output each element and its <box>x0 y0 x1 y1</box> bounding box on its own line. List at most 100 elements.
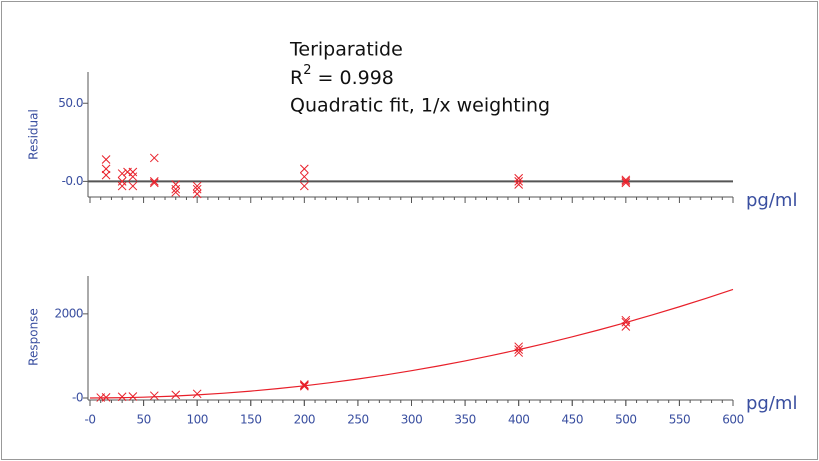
point <box>299 164 309 174</box>
point-stroke <box>192 389 202 399</box>
point-stroke <box>621 178 631 188</box>
point <box>171 390 181 400</box>
point-stroke <box>621 317 631 327</box>
x-tick-label: -0 <box>85 413 96 427</box>
point-stroke <box>149 178 159 188</box>
point <box>299 381 309 391</box>
point-stroke <box>299 172 309 182</box>
point-stroke <box>171 184 181 194</box>
point <box>149 391 159 401</box>
annotation-title: Teriparatide <box>289 39 403 61</box>
point-stroke <box>171 187 181 197</box>
point-stroke <box>149 177 159 186</box>
x-tick-label: 300 <box>401 413 422 427</box>
y-tick-label: -0.0 <box>62 174 83 188</box>
annotation-r2: R2 = 0.998 <box>290 63 394 89</box>
point-stroke <box>621 177 631 186</box>
x-tick-label: 550 <box>669 413 690 427</box>
point <box>117 169 127 178</box>
point <box>299 381 309 390</box>
annotation-fit: Quadratic fit, 1/x weighting <box>290 95 550 117</box>
point <box>514 345 524 354</box>
point <box>299 380 309 389</box>
y-tick-label: -0 <box>72 391 83 405</box>
point-stroke <box>621 322 631 331</box>
point-stroke <box>101 164 111 174</box>
point <box>621 317 631 327</box>
point-stroke <box>117 169 127 178</box>
point <box>621 178 631 188</box>
point-stroke <box>149 153 159 163</box>
point-stroke <box>128 181 138 191</box>
point <box>117 181 127 191</box>
point <box>621 322 631 331</box>
r-sup: 2 <box>303 63 311 78</box>
point-stroke <box>621 175 631 185</box>
x-tick-label: 50 <box>136 413 150 427</box>
point-stroke <box>514 180 524 189</box>
point <box>149 177 159 186</box>
r-rest: = 0.998 <box>311 67 393 89</box>
r-base: R <box>290 67 303 89</box>
x-tick-label: 450 <box>562 413 583 427</box>
point <box>128 392 138 401</box>
point-stroke <box>299 380 309 389</box>
point <box>299 172 309 182</box>
point <box>299 181 309 191</box>
point <box>192 389 202 399</box>
point <box>101 164 111 174</box>
point <box>101 170 111 180</box>
x-axis-label: pg/ml <box>746 190 797 211</box>
point-stroke <box>299 164 309 174</box>
x-tick-label: 150 <box>240 413 261 427</box>
x-tick-label: 350 <box>454 413 475 427</box>
point-stroke <box>128 392 138 401</box>
point-stroke <box>101 393 111 402</box>
point-stroke <box>299 381 309 390</box>
point-stroke <box>621 315 631 325</box>
point-stroke <box>514 173 524 183</box>
point <box>149 178 159 188</box>
point <box>514 180 524 189</box>
point <box>514 342 524 352</box>
point <box>192 189 202 199</box>
point-stroke <box>149 391 159 401</box>
point <box>514 177 524 186</box>
point-stroke <box>192 181 202 191</box>
y-axis-label: Response <box>27 308 41 366</box>
point-stroke <box>514 177 524 186</box>
point <box>128 181 138 191</box>
point-stroke <box>117 392 127 402</box>
point <box>171 187 181 197</box>
point <box>192 181 202 191</box>
point <box>149 153 159 163</box>
x-tick-label: 400 <box>508 413 529 427</box>
point <box>117 392 127 402</box>
point-stroke <box>514 342 524 352</box>
point <box>101 393 111 402</box>
point-stroke <box>514 345 524 354</box>
point-stroke <box>171 390 181 400</box>
x-tick-label: 500 <box>615 413 636 427</box>
point <box>171 184 181 194</box>
point-stroke <box>299 381 309 391</box>
x-axis-label: pg/ml <box>746 393 797 414</box>
point-stroke <box>101 170 111 180</box>
point-stroke <box>192 189 202 199</box>
point <box>514 173 524 183</box>
x-tick-label: 200 <box>294 413 315 427</box>
y-tick-label: 2000 <box>54 306 83 320</box>
x-tick-label: 100 <box>186 413 207 427</box>
point <box>621 315 631 325</box>
x-tick-label: 250 <box>347 413 368 427</box>
point-stroke <box>117 181 127 191</box>
point <box>621 175 631 185</box>
point <box>101 155 111 164</box>
point-stroke <box>299 181 309 191</box>
y-axis-label: Residual <box>27 109 41 160</box>
point-stroke <box>101 155 111 164</box>
x-tick-label: 600 <box>722 413 743 427</box>
y-tick-label: 50.0 <box>58 96 83 110</box>
